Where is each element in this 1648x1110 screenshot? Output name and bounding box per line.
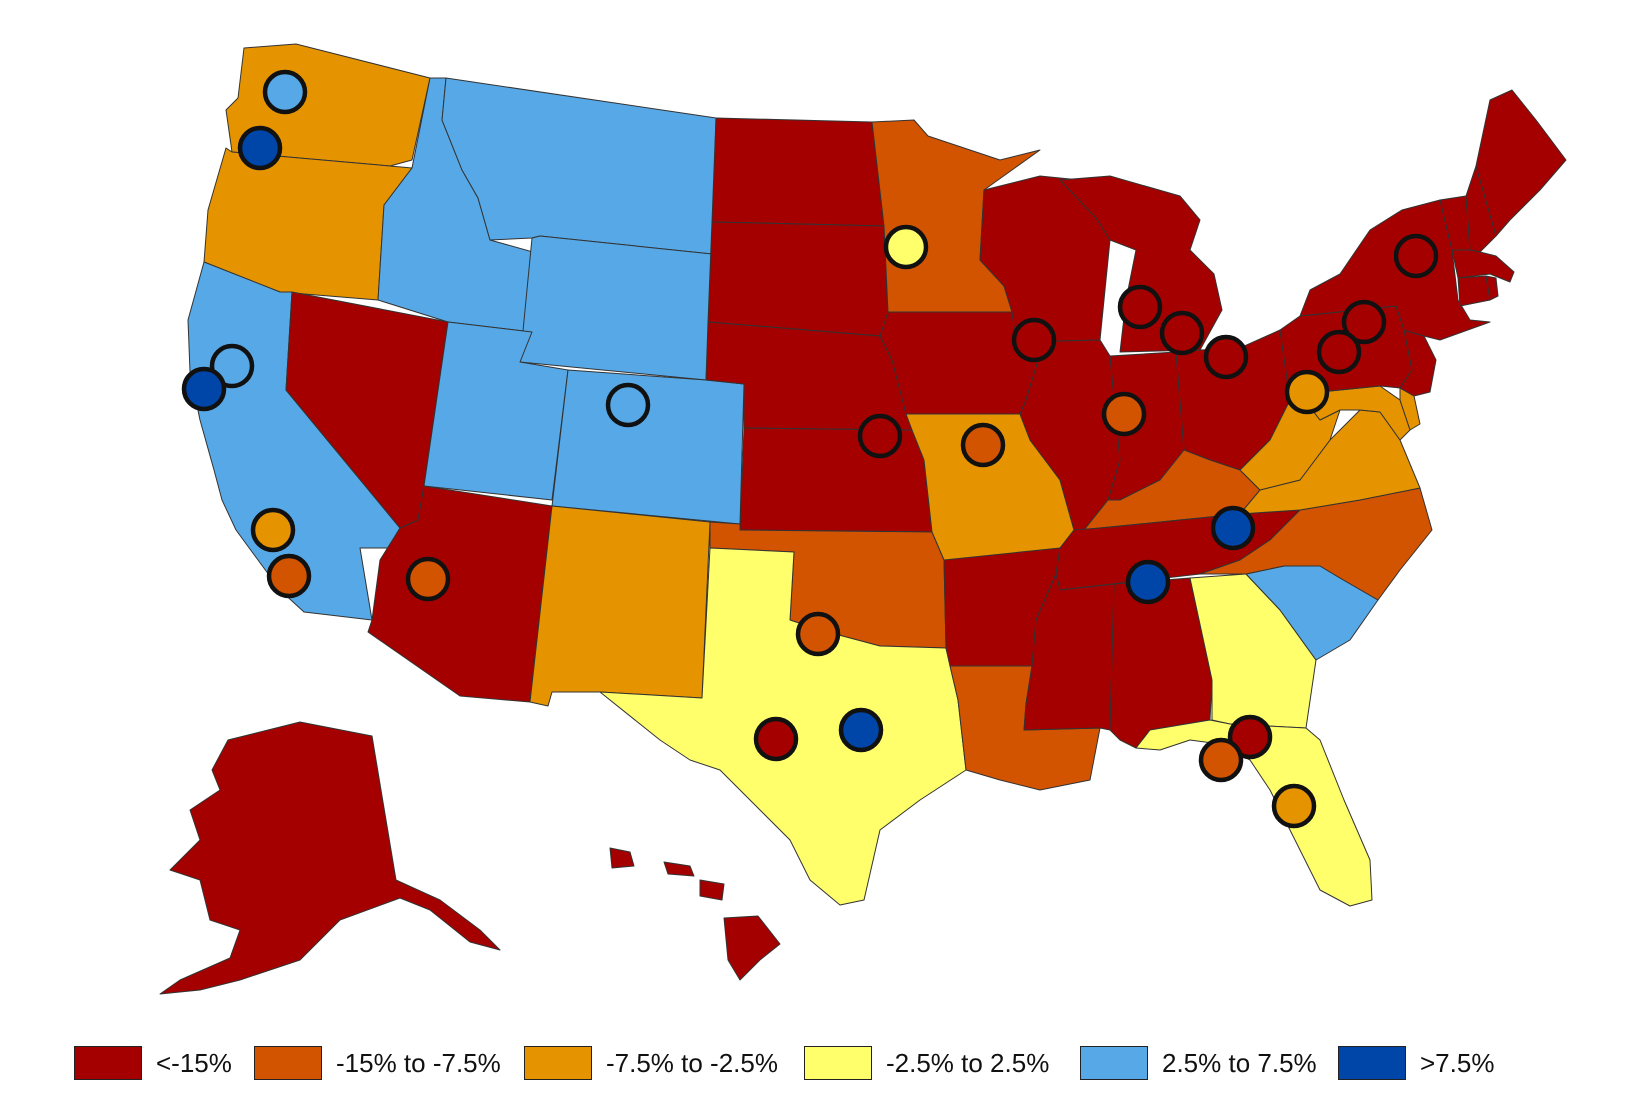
legend-item: >7.5% (1338, 1046, 1494, 1080)
state-WY (519, 235, 713, 381)
city-marker-charlotte (1210, 505, 1256, 551)
city-marker-cleveland (1159, 310, 1205, 356)
city-marker-san-diego (266, 553, 312, 599)
city-marker-boston (1393, 233, 1439, 279)
city-marker-philadelphia (1316, 329, 1362, 375)
state-NC (1199, 487, 1433, 601)
city-marker-san-antonio (753, 716, 799, 762)
city-marker-tampa (1198, 737, 1244, 783)
city-marker-new-york (1341, 299, 1387, 345)
city-marker-detroit (1117, 284, 1163, 330)
city-marker-seattle (262, 69, 308, 115)
city-marker-washington (1284, 369, 1330, 415)
legend-item: -15% to -7.5% (254, 1046, 524, 1080)
state-NJ (1399, 329, 1437, 397)
state-KS (739, 427, 933, 533)
legend-swatch (1338, 1046, 1406, 1080)
legend-label: -7.5% to -2.5% (606, 1047, 778, 1078)
states-layer (159, 43, 1567, 995)
city-marker-pittsburgh (1203, 334, 1249, 380)
state-MI (1059, 175, 1223, 353)
state-NM (529, 505, 711, 707)
city-marker-orlando (1227, 714, 1273, 760)
city-marker-houston (838, 707, 884, 753)
city-marker-atlanta (1125, 559, 1171, 605)
legend-swatch (524, 1046, 592, 1080)
legend-label: -2.5% to 2.5% (886, 1047, 1050, 1078)
state-SD (707, 221, 889, 337)
city-marker-miami (1271, 783, 1317, 829)
state-ME (1475, 89, 1567, 237)
legend-swatch (74, 1046, 142, 1080)
legend: <-15% -15% to -7.5% -7.5% to -2.5% -2.5%… (74, 1046, 1494, 1080)
state-NH (1465, 165, 1497, 253)
city-marker-denver (605, 382, 651, 428)
city-marker-phoenix (405, 556, 451, 602)
legend-label: <-15% (156, 1047, 232, 1078)
city-marker-los-angeles (250, 507, 296, 553)
legend-label: 2.5% to 7.5% (1162, 1047, 1317, 1078)
city-marker-san-francisco (181, 366, 227, 412)
legend-item: 2.5% to 7.5% (1080, 1046, 1338, 1080)
legend-label: -15% to -7.5% (336, 1047, 501, 1078)
legend-swatch (1080, 1046, 1148, 1080)
city-marker-chicago (1011, 317, 1057, 363)
state-AK (159, 721, 501, 995)
legend-item: <-15% (74, 1046, 254, 1080)
legend-swatch (254, 1046, 322, 1080)
state-CT (1457, 275, 1491, 307)
city-marker-dallas (795, 611, 841, 657)
state-HI (609, 847, 781, 981)
state-CO (551, 369, 745, 525)
city-marker-cincinnati (1101, 391, 1147, 437)
legend-item: -2.5% to 2.5% (804, 1046, 1080, 1080)
cities-layer (181, 69, 1439, 829)
state-RI (1485, 275, 1499, 301)
city-marker-minneapolis (883, 224, 929, 270)
state-ND (711, 117, 885, 227)
legend-item: -7.5% to -2.5% (524, 1046, 804, 1080)
city-marker-portland (237, 125, 283, 171)
state-NY (1299, 199, 1491, 341)
legend-swatch (804, 1046, 872, 1080)
state-MA (1451, 249, 1515, 283)
legend-label: >7.5% (1420, 1047, 1495, 1078)
city-marker-st-louis (960, 422, 1006, 468)
city-marker-kansas-city (857, 413, 903, 459)
